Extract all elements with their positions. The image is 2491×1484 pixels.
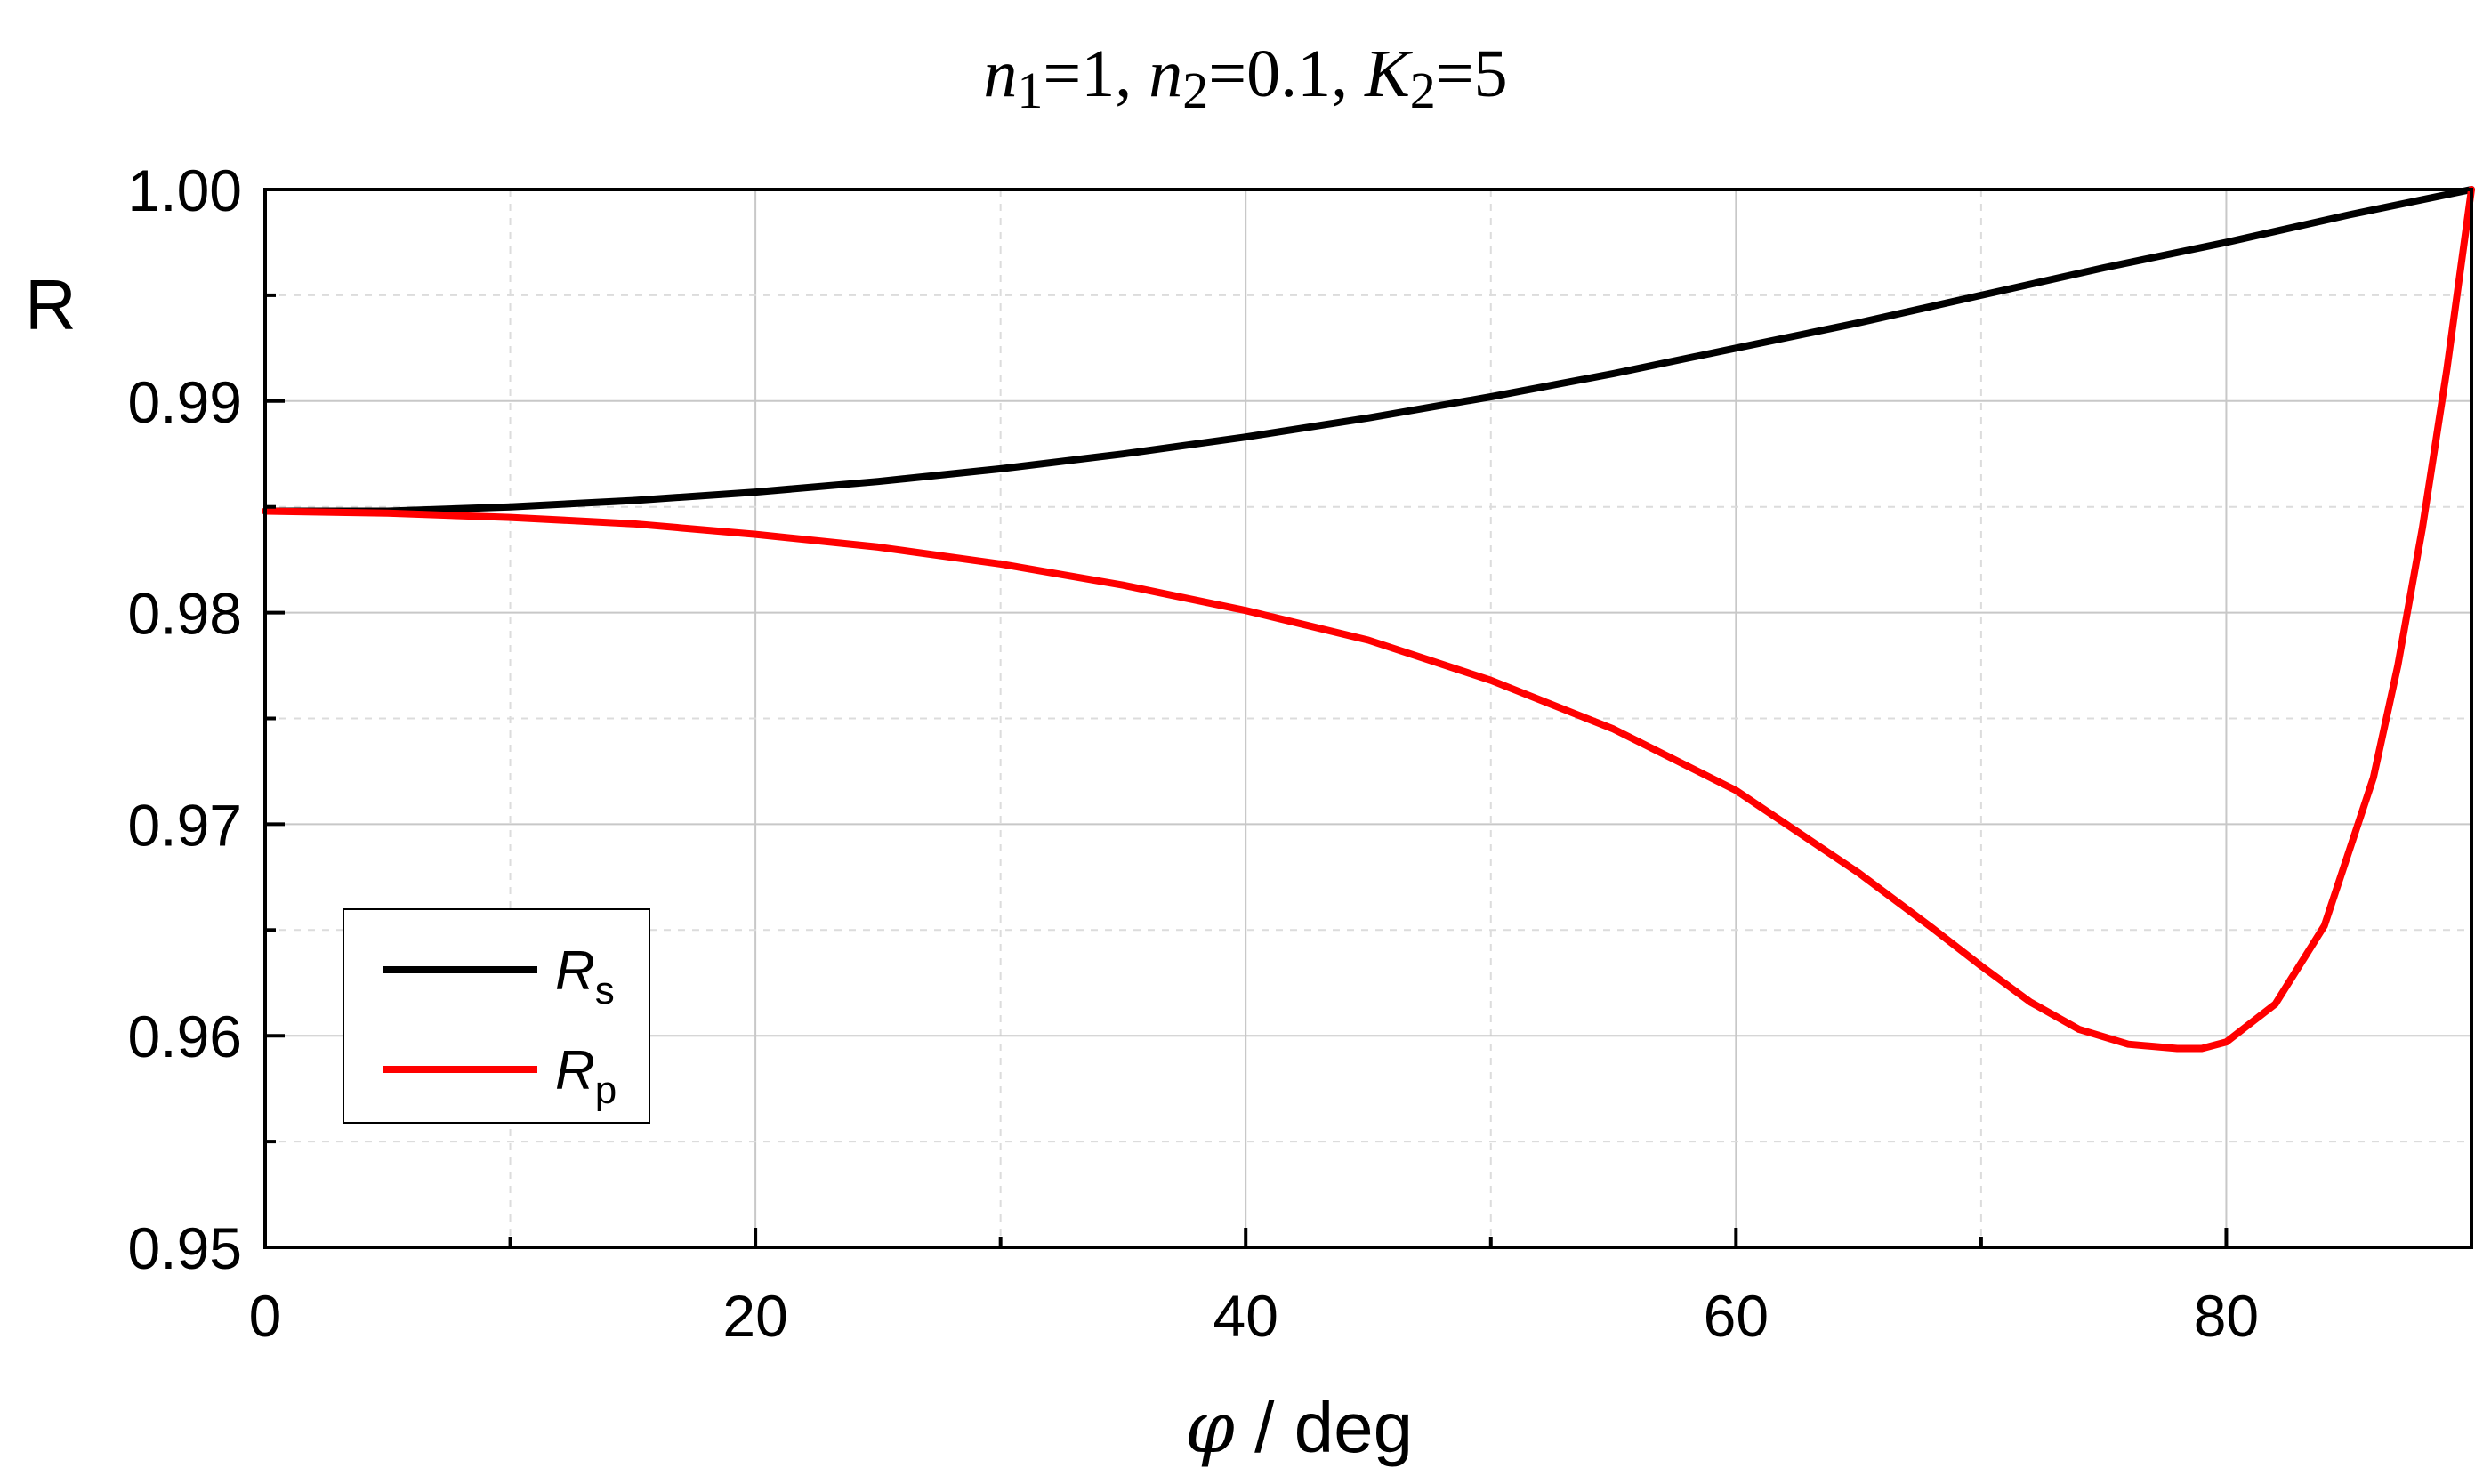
chart-title: n1=1, n2=0.1, K2=5 xyxy=(983,36,1507,119)
x-tick-label: 0 xyxy=(249,1283,282,1349)
legend-label-s: Rs xyxy=(555,940,615,1012)
x-axis-symbol: φ xyxy=(1185,1386,1235,1469)
series-layer xyxy=(262,186,2475,1053)
title-part: 1 xyxy=(1017,61,1043,119)
y-tick-label: 0.95 xyxy=(128,1215,242,1281)
y-tick-label: 0.98 xyxy=(128,581,242,647)
x-axis-unit: / deg xyxy=(1235,1388,1413,1467)
title-part: =1, xyxy=(1043,36,1149,111)
title-part: 2 xyxy=(1410,61,1436,119)
y-axis-label: R xyxy=(25,265,77,344)
tick-labels: 0 20 40 60 80 0.95 0.96 0.97 0.98 0.99 1.00 xyxy=(128,157,2260,1349)
x-tick-label: 20 xyxy=(722,1283,787,1349)
title-part: =0.1, xyxy=(1208,36,1365,111)
series-line-s xyxy=(262,186,2475,515)
x-axis-label: φ / deg xyxy=(1185,1386,1413,1469)
series-line-p xyxy=(262,186,2475,1053)
title-part: K xyxy=(1364,36,1413,111)
y-tick-label: 0.96 xyxy=(128,1004,242,1069)
y-tick-label: 1.00 xyxy=(128,157,242,223)
title-part: n xyxy=(1149,36,1182,111)
title-part: n xyxy=(983,36,1017,111)
x-tick-label: 80 xyxy=(2194,1283,2259,1349)
ticks xyxy=(263,188,2473,1249)
title-part: =5 xyxy=(1436,36,1508,111)
y-tick-label: 0.99 xyxy=(128,369,242,435)
title-part: 2 xyxy=(1182,61,1208,119)
legend-label-p: Rp xyxy=(555,1040,617,1112)
x-tick-label: 40 xyxy=(1213,1283,1278,1349)
grid xyxy=(265,190,2471,1247)
legend: Rs Rp xyxy=(343,908,650,1124)
legend-box xyxy=(343,908,650,1124)
x-tick-label: 60 xyxy=(1704,1283,1769,1349)
y-tick-label: 0.97 xyxy=(128,792,242,858)
